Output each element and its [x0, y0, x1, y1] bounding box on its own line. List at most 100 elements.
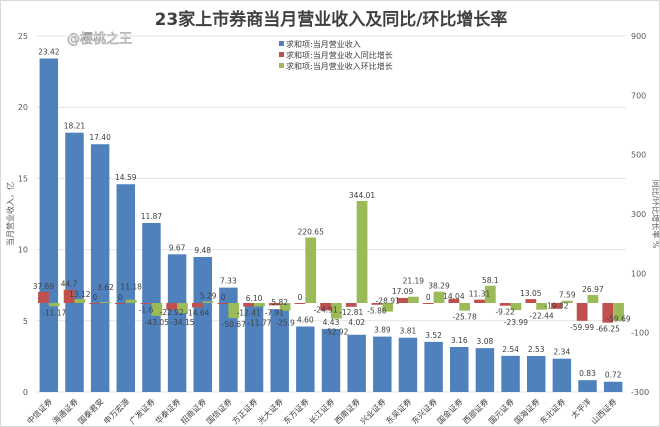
mom-bar	[279, 303, 291, 311]
revenue-label: 2.53	[528, 345, 545, 354]
yoy-label: 11.31	[469, 290, 491, 299]
revenue-label: 7.33	[220, 277, 237, 286]
revenue-label: 3.16	[451, 336, 468, 345]
mom-label: 220.65	[298, 228, 324, 237]
category-label: 国金证券	[435, 396, 465, 426]
category-label: 光大证券	[255, 396, 285, 426]
mom-label: 38.29	[428, 282, 450, 291]
legend-entry: 求和项:当月营业收入同比增长	[286, 50, 393, 60]
mom-label: -50.67	[222, 320, 246, 329]
yoy-bar	[115, 303, 126, 304]
revenue-label: 0.72	[605, 371, 622, 380]
revenue-label: 4.60	[297, 315, 314, 324]
mom-label: 58.1	[482, 276, 499, 285]
revenue-bar	[321, 328, 341, 392]
yoy-bar	[525, 299, 537, 303]
mom-bar	[254, 303, 265, 307]
yoy-label: 17.09	[392, 287, 414, 296]
yoy-bar	[474, 299, 485, 303]
mom-label: 5.29	[200, 291, 217, 300]
category-label: 广发证券	[127, 396, 157, 426]
y2-tick-label: -100	[631, 329, 649, 338]
mom-label: 344.01	[349, 191, 375, 200]
revenue-bar	[501, 355, 520, 392]
revenue-label: 3.89	[374, 326, 391, 335]
yoy-label: 0	[221, 293, 226, 302]
y-tick-label: 20	[18, 103, 28, 112]
category-label: 国信证券	[204, 396, 234, 426]
mom-bar	[48, 303, 60, 307]
revenue-bar	[65, 132, 84, 392]
mom-bar	[510, 303, 522, 311]
yoy-bar	[320, 303, 331, 311]
yoy-label: -7.91	[265, 308, 285, 317]
mom-label: -22.44	[530, 312, 554, 321]
revenue-bar	[398, 337, 418, 392]
revenue-label: 3.52	[425, 331, 442, 340]
category-label: 国泰君安	[76, 396, 106, 426]
mom-label: -59.69	[606, 315, 630, 324]
category-label: 东吴证券	[384, 396, 414, 426]
mom-bar	[228, 303, 240, 319]
mom-bar	[125, 299, 137, 303]
mom-bar	[382, 303, 394, 312]
yoy-bar	[499, 303, 511, 306]
mom-bar	[305, 237, 317, 303]
yoy-label: -12.41	[237, 309, 261, 318]
mom-label: -11.17	[42, 308, 66, 317]
revenue-bar	[373, 336, 392, 392]
revenue-bar	[244, 305, 264, 392]
watermark: @樱桃之王	[67, 31, 132, 47]
revenue-label: 0.83	[579, 369, 596, 378]
yoy-bar	[551, 303, 562, 309]
revenue-label: 4.02	[348, 318, 365, 327]
yoy-bar	[448, 298, 460, 303]
category-label: 申万宏源	[101, 396, 131, 426]
yoy-label: 14.04	[443, 292, 465, 301]
yoy-label: -19.32	[544, 302, 568, 311]
category-label: 海通证券	[50, 396, 80, 426]
revenue-bar	[90, 144, 110, 392]
yoy-label: -66.25	[596, 325, 620, 334]
revenue-label: 2.54	[502, 345, 519, 354]
y2-tick-label: 700	[631, 91, 646, 100]
yoy-label: -59.99	[570, 323, 594, 332]
revenue-bar	[424, 341, 443, 392]
mom-label: -34.15	[170, 318, 194, 327]
category-label: 兴业证券	[358, 396, 388, 426]
y-axis-label: 当月营业收入，亿	[5, 182, 15, 246]
y2-tick-label: 500	[631, 151, 646, 160]
yoy-bar	[217, 303, 229, 304]
category-label: 山西证券	[589, 396, 619, 426]
mom-label: 21.19	[403, 277, 425, 286]
y2-tick-label: 900	[631, 32, 646, 41]
mom-bar	[561, 300, 573, 303]
y2-axis-label: 同比/环比增长率 %	[651, 180, 660, 249]
category-label: 东北证券	[538, 396, 568, 426]
yoy-bar	[191, 303, 203, 308]
yoy-bar	[89, 303, 101, 304]
yoy-label: -1.6	[139, 305, 154, 314]
revenue-bar	[347, 334, 366, 392]
mom-bar	[459, 303, 471, 311]
revenue-bar	[270, 309, 289, 392]
category-label: 招商证券	[178, 396, 208, 426]
revenue-label: 9.67	[169, 243, 186, 252]
mom-label: 11.18	[120, 283, 142, 292]
revenue-label: 4.43	[323, 318, 340, 327]
mom-bar	[407, 296, 419, 303]
yoy-bar	[422, 303, 434, 304]
revenue-bar	[603, 381, 623, 392]
yoy-label: 0	[298, 293, 303, 302]
yoy-bar	[576, 303, 588, 321]
revenue-bar	[475, 348, 495, 392]
mom-bar	[177, 303, 188, 314]
legend-swatch	[279, 63, 284, 68]
yoy-label: -24.91	[314, 305, 338, 314]
yoy-bar	[166, 303, 178, 310]
legend-swatch	[279, 41, 284, 46]
mom-bar	[536, 303, 547, 310]
revenue-bar	[526, 355, 546, 392]
category-label: 太平洋	[569, 396, 593, 420]
